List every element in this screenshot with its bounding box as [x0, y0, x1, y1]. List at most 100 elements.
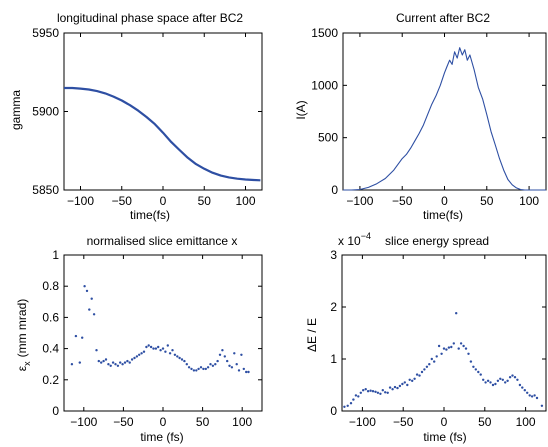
data-point: [237, 369, 241, 372]
data-point: [218, 353, 222, 356]
data-point: [216, 359, 219, 363]
data-point: [376, 391, 380, 394]
data-point: [168, 352, 172, 355]
data-point: [83, 285, 86, 288]
data-point: [494, 382, 497, 386]
data-point: [391, 388, 394, 391]
data-point: [157, 345, 160, 349]
data-point: [85, 289, 89, 293]
data-point: [357, 395, 360, 398]
data-point: [192, 369, 196, 372]
data-point: [180, 358, 184, 361]
data-point: [467, 352, 470, 355]
plot-slice-emittance: normalised slice emittance x εx (mm mrad)…: [15, 234, 263, 444]
x-tick-label: −100: [349, 415, 376, 429]
data-point: [242, 367, 245, 371]
data-point: [425, 365, 429, 368]
data-point: [371, 390, 375, 393]
plot-current: Current after BC2 I(A) time(fs) −100 −50 0…: [294, 11, 547, 222]
data-point: [501, 378, 504, 381]
data-point: [447, 346, 451, 349]
data-point: [214, 363, 217, 366]
data-point: [90, 297, 93, 300]
data-point: [130, 358, 134, 361]
data-point: [464, 347, 468, 350]
y-tick-label: 5950: [32, 26, 59, 40]
data-point: [437, 344, 441, 348]
data-point: [88, 308, 91, 311]
data-point: [343, 405, 346, 408]
data-point: [74, 334, 78, 338]
exponent-power: −4: [361, 231, 371, 241]
data-point: [511, 374, 514, 377]
data-point: [70, 363, 74, 366]
data-point: [78, 361, 82, 364]
data-point: [352, 398, 355, 401]
data-point: [111, 361, 115, 364]
data-point: [420, 370, 424, 374]
data-point: [457, 347, 460, 350]
data-point: [116, 364, 120, 367]
data-point: [221, 349, 224, 352]
y-tick-label: 5850: [32, 183, 59, 197]
data-point: [195, 369, 198, 372]
y-tick-label: 0.6: [42, 310, 59, 324]
data-point: [518, 383, 522, 387]
data-point: [384, 391, 387, 394]
data-point: [445, 348, 448, 351]
data-point: [173, 353, 177, 356]
x-tick-label: 0: [160, 194, 167, 208]
x-tick-label: 100: [516, 415, 536, 429]
data-point: [396, 386, 399, 390]
y-tick-label: 0.2: [42, 373, 59, 387]
data-point: [535, 396, 539, 400]
data-point: [223, 355, 226, 358]
data-point: [149, 345, 153, 349]
data-point: [102, 359, 105, 363]
y-axis-label: ΔE / E: [305, 318, 319, 352]
data-point: [140, 352, 143, 355]
exponent-base: x 10: [338, 234, 361, 248]
data-point: [183, 359, 186, 363]
data-point: [100, 361, 103, 364]
data-point: [190, 367, 193, 371]
data-point: [379, 392, 382, 395]
data-point: [462, 344, 465, 348]
y-axis-label-rest: (mm mrad): [15, 299, 29, 358]
data-point: [199, 366, 203, 369]
data-point: [491, 383, 495, 387]
data-point: [211, 364, 215, 367]
data-point: [489, 381, 492, 384]
data-point: [440, 352, 443, 355]
y-tick-label: 1: [52, 248, 59, 262]
data-point: [526, 391, 529, 394]
data-point: [166, 344, 169, 347]
x-tick-label: 100: [232, 415, 252, 429]
data-point: [147, 344, 150, 347]
data-point: [435, 355, 438, 358]
data-point: [349, 402, 353, 405]
series-line: [343, 47, 546, 191]
data-point: [233, 352, 236, 355]
data-point: [245, 370, 248, 374]
data-point: [474, 368, 477, 371]
data-point: [479, 373, 482, 376]
data-point: [428, 363, 431, 366]
x-axis-label: time (fs): [423, 430, 466, 444]
data-point: [176, 355, 179, 358]
plot-frame: [341, 254, 547, 412]
x-axis-label: time(fs): [423, 208, 463, 222]
y-tick-label: 0: [52, 404, 59, 418]
data-point: [401, 382, 404, 386]
data-point: [455, 312, 458, 315]
series-line: [64, 86, 261, 182]
data-point: [486, 379, 490, 382]
data-point: [393, 385, 397, 389]
x-tick-label: −50: [393, 415, 414, 429]
data-point: [171, 349, 174, 352]
data-point: [442, 347, 446, 350]
plot-frame: [63, 254, 263, 412]
data-point: [185, 363, 188, 366]
y-axis-label-main: ε: [15, 365, 29, 371]
